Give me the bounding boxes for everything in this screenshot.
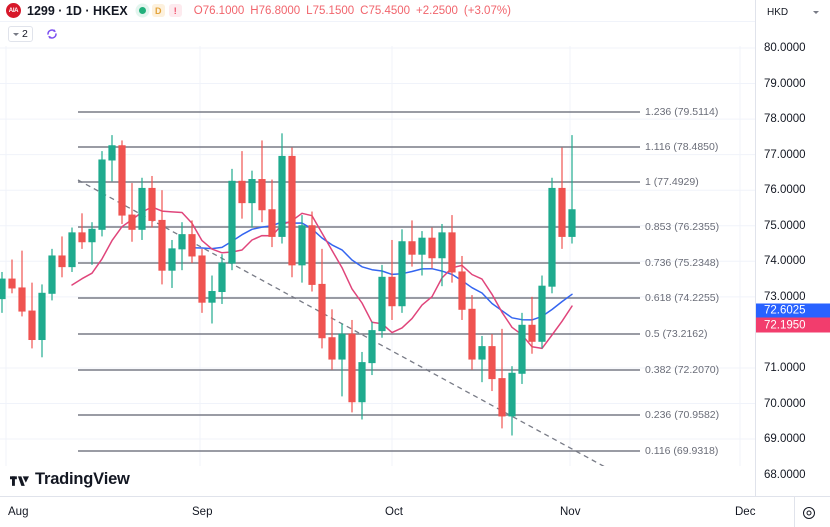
last-price-label-blue[interactable]: 72.6025: [756, 303, 830, 319]
fib-level-label: 0.116 (69.9318): [645, 445, 719, 457]
interval-badge[interactable]: D: [151, 4, 165, 17]
symbol-title[interactable]: 1299 · 1D · HKEX: [27, 3, 128, 18]
candlestick-series: [0, 133, 576, 436]
time-tick-label: Sep: [192, 506, 213, 518]
ohlc-open-value: 76.1000: [202, 4, 245, 17]
price-tick-label: 78.0000: [764, 113, 806, 126]
price-tick-label: 71.0000: [764, 361, 806, 374]
tradingview-brand-text: TradingView: [35, 470, 130, 488]
fib-level-lines: [78, 111, 640, 452]
last-price-label-red[interactable]: 72.1950: [756, 317, 830, 333]
time-axis[interactable]: Aug Sep Oct Nov Dec: [0, 496, 830, 527]
ohlc-close: C75.4500: [360, 5, 410, 17]
interval-selector[interactable]: 2: [8, 26, 33, 42]
fib-level-label: 0.236 (70.9582): [645, 409, 720, 421]
fib-level-label: 0.5 (73.2162): [645, 328, 708, 340]
fib-level-label: 1 (77.4929): [645, 176, 699, 188]
currency-label: HKD: [767, 7, 789, 18]
chevron-down-icon: [13, 32, 19, 36]
alert-badge-icon[interactable]: !: [168, 4, 182, 17]
refresh-icon[interactable]: [45, 27, 59, 41]
time-tick-label: Oct: [385, 506, 403, 518]
price-tick-label: 73.0000: [764, 290, 806, 303]
fib-level-label: 0.618 (74.2255): [645, 292, 720, 304]
fib-level-label: 1.236 (79.5114): [645, 106, 719, 118]
ohlc-change-absolute: +2.2500: [416, 4, 458, 17]
price-tick-label: 80.0000: [764, 42, 806, 54]
symbol-logo-icon: AIA: [6, 3, 21, 18]
axis-divider: [794, 497, 795, 527]
ohlc-low-value: 75.1500: [312, 4, 355, 17]
fib-level-label: 0.382 (72.2070): [645, 364, 720, 376]
ohlc-open-label: O: [193, 4, 203, 17]
chart-subtoolbar: 2: [0, 22, 755, 46]
ohlc-low: L75.1500: [306, 5, 354, 17]
ohlc-high: H76.8000: [250, 5, 300, 17]
time-tick-label: Aug: [8, 506, 29, 518]
chart-canvas: [0, 46, 755, 466]
ohlc-close-value: 75.4500: [368, 4, 411, 17]
downtrend-dashed-line: [77, 179, 605, 466]
time-tick-label: Nov: [560, 506, 581, 518]
fib-level-label: 0.736 (75.2348): [645, 257, 720, 269]
grid-lines: [0, 46, 755, 466]
ohlc-high-label: H: [250, 4, 259, 17]
gear-icon[interactable]: [802, 506, 816, 520]
chart-header: AIA 1299 · 1D · HKEX D ! O76.1000 H76.80…: [0, 0, 830, 22]
time-tick-label: Dec: [735, 506, 756, 518]
tradingview-logo-icon: [10, 476, 29, 486]
price-tick-label: 75.0000: [764, 219, 806, 232]
currency-selector[interactable]: HKD: [762, 4, 824, 21]
price-tick-label: 76.0000: [764, 184, 806, 197]
interval-selector-value: 2: [22, 28, 28, 40]
price-tick-label: 74.0000: [764, 255, 806, 268]
chart-plot-area[interactable]: 1.236 (79.5114) 1.116 (78.4850) 1 (77.4929…: [0, 46, 755, 466]
ohlc-low-label: L: [306, 4, 313, 17]
ohlc-high-value: 76.8000: [258, 4, 301, 17]
ohlc-close-label: C: [360, 4, 369, 17]
price-axis[interactable]: HKD 80.0000 79.0000 78.0000 77.0000 76.0000 7…: [755, 0, 830, 496]
fib-level-label: 1.116 (78.4850): [645, 141, 719, 153]
price-tick-label: 77.0000: [764, 148, 806, 161]
ohlc-change-percent: (+3.07%): [463, 4, 511, 17]
price-tick-label: 79.0000: [764, 77, 806, 90]
header-badges: D !: [137, 4, 182, 17]
price-tick-label: 69.0000: [764, 433, 806, 446]
tradingview-watermark: TradingView: [10, 470, 130, 489]
ohlc-open: O76.1000: [194, 5, 245, 17]
fib-level-label: 0.853 (76.2355): [645, 221, 720, 233]
chevron-down-icon: [813, 11, 819, 14]
price-tick-label: 70.0000: [764, 397, 806, 410]
price-tick-label: 68.0000: [764, 468, 806, 481]
ohlc-values: O76.1000 H76.8000 L75.1500 C75.4500 +2.2…: [194, 5, 511, 17]
market-open-dot-icon[interactable]: [138, 7, 146, 14]
